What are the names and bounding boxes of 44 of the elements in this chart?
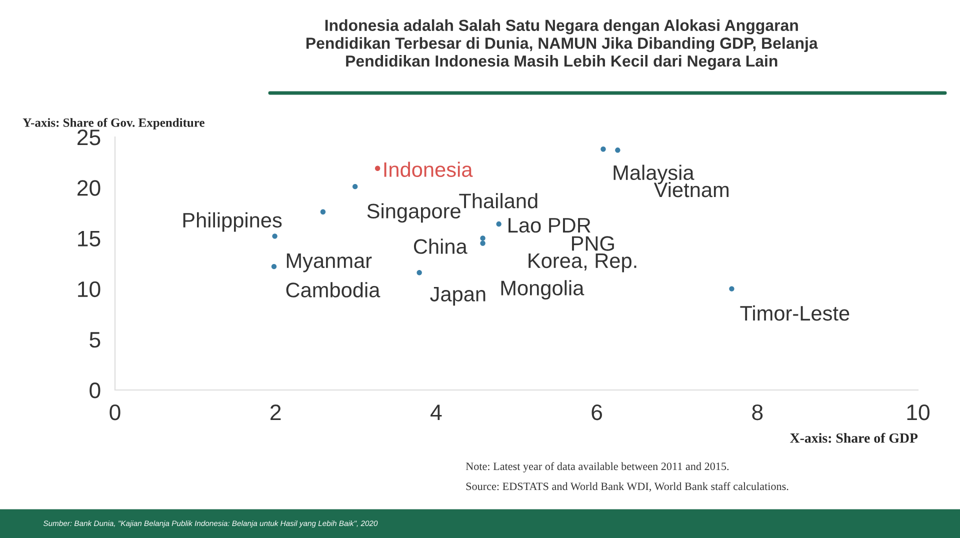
x-tick-label: 4 bbox=[430, 404, 442, 420]
x-tick-label: 0 bbox=[110, 404, 120, 420]
point bbox=[271, 264, 277, 270]
annotation: China bbox=[414, 238, 468, 254]
annotation: Myanmar bbox=[286, 254, 372, 272]
y-tick-label: 20 bbox=[78, 180, 100, 196]
annotation: Cambodia bbox=[286, 282, 380, 298]
point bbox=[320, 209, 326, 214]
point bbox=[600, 146, 606, 152]
point bbox=[480, 240, 486, 246]
point bbox=[352, 184, 358, 190]
y-axis-title: Y-axis: Share of Gov. Expenditure bbox=[22, 118, 204, 130]
annotation: Vietnam bbox=[654, 182, 728, 198]
point bbox=[272, 234, 278, 239]
point bbox=[416, 270, 422, 276]
annotation: Lao PDR bbox=[508, 218, 590, 233]
y-tick-label: 15 bbox=[78, 230, 100, 246]
annotation: Philippines bbox=[183, 212, 282, 232]
x-tick-label: 2 bbox=[270, 404, 281, 420]
x-tick-label: 8 bbox=[752, 404, 763, 420]
source-note: Source: EDSTATS and World Bank WDI, World Bank staff calculations. bbox=[466, 482, 788, 492]
x-tick-label: 10 bbox=[907, 404, 930, 420]
point bbox=[496, 221, 502, 227]
text: Note: Latest year of data available between 2011 and 2015. bbox=[466, 462, 729, 472]
x-axis-title: X-axis: Share of GDP bbox=[790, 432, 918, 443]
x-tick-label: 6 bbox=[592, 404, 602, 420]
y-tick-label: 10 bbox=[78, 281, 100, 298]
annotation: PNG bbox=[572, 236, 614, 251]
annotation: Korea, Rep. bbox=[528, 254, 636, 272]
y-tick-label: 0 bbox=[90, 382, 100, 398]
point bbox=[480, 236, 486, 241]
annotation: Mongolia bbox=[501, 280, 584, 300]
annotation: Timor-Leste bbox=[740, 305, 850, 321]
point bbox=[615, 148, 620, 153]
y-tick-label: 25 bbox=[78, 130, 100, 146]
chart-title: Indonesia adalah Salah Satu Negara dengan Alokasi Anggaran Pendidikan Terbesar di Dunia, NAMUN Jika Dibanding GDP, Belanja Pendidikan Indonesia Masih Lebih Kecil dari Negara Lain bbox=[306, 19, 818, 70]
point bbox=[374, 166, 380, 171]
annotation: Singapore bbox=[367, 203, 460, 223]
annotation: Japan bbox=[430, 286, 486, 306]
annotation: Malaysia bbox=[614, 164, 694, 184]
point bbox=[729, 286, 734, 292]
annotation: Thailand bbox=[459, 193, 538, 208]
y-tick-label: 5 bbox=[90, 332, 100, 348]
series-label: Indonesia bbox=[384, 162, 473, 177]
